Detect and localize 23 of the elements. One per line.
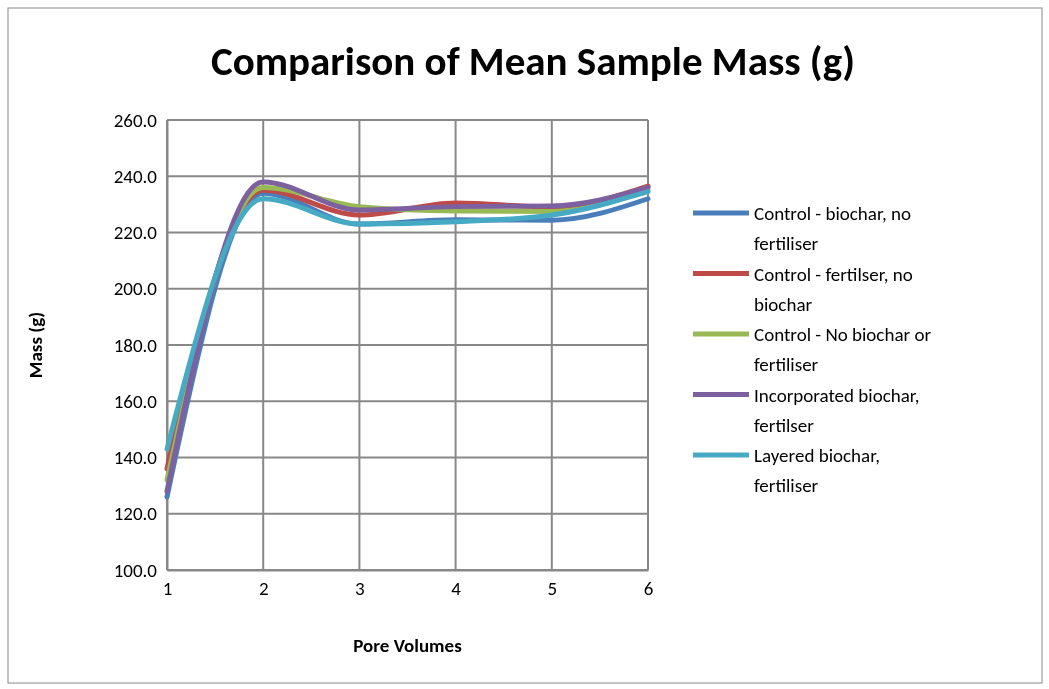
x-tick-label: 6	[643, 577, 654, 601]
legend-label: Layered biochar, fertiliser	[754, 444, 880, 497]
x-axis-title: Pore Volumes	[353, 634, 463, 657]
x-tick-label: 3	[355, 577, 365, 601]
y-tick-label: 180.0	[113, 333, 158, 357]
chart-title: Comparison of Mean Sample Mass (g)	[210, 36, 856, 86]
y-tick-label: 120.0	[113, 502, 158, 526]
x-tick-label: 5	[547, 577, 558, 601]
legend-label: Incorporated biochar, fertilser	[754, 383, 920, 437]
legend-label: Control - No biochar or fertiliser	[754, 323, 932, 376]
y-tick-label: 160.0	[113, 389, 158, 413]
y-tick-label: 220.0	[113, 221, 158, 245]
x-tick-label: 1	[162, 577, 173, 601]
y-tick-label: 140.0	[113, 446, 158, 470]
legend-label: Control - biochar, no fertiliser	[754, 202, 911, 255]
y-axis-title: Mass (g)	[24, 311, 47, 379]
x-tick-label: 2	[258, 577, 269, 601]
x-tick-label: 4	[451, 577, 462, 601]
y-tick-label: 260.0	[113, 108, 158, 132]
legend-label: Control - fertilser, no biochar	[754, 262, 913, 316]
y-tick-label: 100.0	[113, 558, 158, 582]
y-tick-label: 200.0	[113, 277, 158, 301]
y-tick-label: 240.0	[113, 164, 158, 188]
